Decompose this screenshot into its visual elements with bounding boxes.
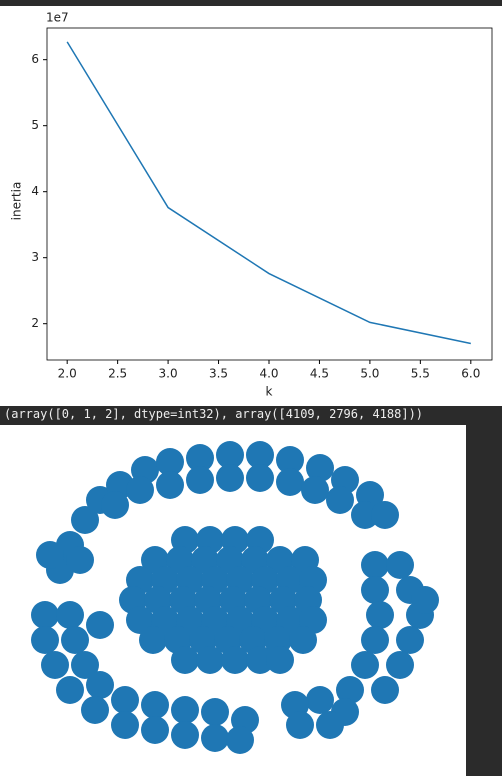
scatter-point bbox=[61, 626, 89, 654]
axes-frame bbox=[46, 27, 493, 361]
scatter-point bbox=[196, 646, 224, 674]
x-tick-label: 3.0 bbox=[159, 367, 178, 381]
scatter-point bbox=[276, 468, 304, 496]
y-tick-label: 6 bbox=[31, 52, 39, 66]
scatter-point bbox=[71, 506, 99, 534]
scatter-point bbox=[246, 646, 274, 674]
line-series bbox=[66, 41, 471, 345]
scatter-point bbox=[66, 546, 94, 574]
x-tick-label: 2.0 bbox=[58, 367, 77, 381]
scatter-point bbox=[306, 454, 334, 482]
scatter-point bbox=[396, 626, 424, 654]
scatter-point bbox=[316, 711, 344, 739]
output-text: (array([0, 1, 2], dtype=int32), array([4… bbox=[4, 407, 424, 421]
y-tick-label: 3 bbox=[31, 250, 39, 264]
scatter-point bbox=[171, 696, 199, 724]
scatter-point bbox=[56, 601, 84, 629]
scatter-point bbox=[216, 441, 244, 469]
scatter-point bbox=[86, 611, 114, 639]
scatter-point bbox=[386, 651, 414, 679]
scatter-point bbox=[361, 576, 389, 604]
scatter-point bbox=[126, 606, 154, 634]
x-tick-label: 6.0 bbox=[461, 367, 480, 381]
scatter-point bbox=[201, 698, 229, 726]
line-chart: 1e7 k inertia 2.0 2.5 3.0 3.5 4.0 4.5 5.0 5.5 6.… bbox=[0, 6, 502, 406]
scatter-point bbox=[141, 691, 169, 719]
scatter-point bbox=[101, 491, 129, 519]
offset-text: 1e7 bbox=[46, 11, 69, 25]
scatter-point bbox=[126, 476, 154, 504]
scatter-point bbox=[71, 651, 99, 679]
y-tick-label: 4 bbox=[31, 184, 39, 198]
scatter-point bbox=[361, 626, 389, 654]
scatter-point bbox=[41, 651, 69, 679]
scatter-point bbox=[81, 696, 109, 724]
x-tick-label: 3.5 bbox=[209, 367, 228, 381]
scatter-point bbox=[141, 716, 169, 744]
scatter-point bbox=[366, 601, 394, 629]
scatter-point bbox=[326, 486, 354, 514]
scatter-point bbox=[36, 541, 64, 569]
scatter-point bbox=[361, 551, 389, 579]
scatter-point bbox=[371, 676, 399, 704]
y-axis-label: inertia bbox=[10, 182, 24, 221]
x-tick-label: 5.0 bbox=[360, 367, 379, 381]
scatter-point bbox=[371, 501, 399, 529]
scatter-point bbox=[56, 676, 84, 704]
scatter-point bbox=[186, 466, 214, 494]
scatter-point bbox=[351, 651, 379, 679]
scatter-point bbox=[286, 711, 314, 739]
scatter-point bbox=[156, 448, 184, 476]
y-tick-label: 2 bbox=[31, 316, 39, 330]
scatter-point bbox=[111, 686, 139, 714]
scatter-point bbox=[216, 464, 244, 492]
x-tick-label: 4.5 bbox=[310, 367, 329, 381]
scatter-point bbox=[171, 646, 199, 674]
scatter-point bbox=[276, 446, 304, 474]
x-axis-label: k bbox=[266, 385, 273, 399]
scatter-point bbox=[289, 626, 317, 654]
scatter-point bbox=[246, 464, 274, 492]
scatter-point bbox=[246, 441, 274, 469]
scatter-point bbox=[221, 646, 249, 674]
scatter-point bbox=[156, 471, 184, 499]
scatter-point bbox=[86, 671, 114, 699]
scatter-point bbox=[31, 601, 59, 629]
scatter-point bbox=[201, 724, 229, 752]
scatter-point bbox=[306, 686, 334, 714]
x-tick-label: 2.5 bbox=[108, 367, 127, 381]
scatter-point bbox=[336, 676, 364, 704]
scatter-point bbox=[171, 721, 199, 749]
scatter-chart bbox=[0, 425, 466, 776]
scatter-point bbox=[111, 711, 139, 739]
scatter-point bbox=[351, 501, 379, 529]
scatter-point bbox=[301, 476, 329, 504]
y-tick-label: 5 bbox=[31, 118, 39, 132]
scatter-point bbox=[266, 646, 294, 674]
scatter-point bbox=[386, 551, 414, 579]
scatter-point bbox=[186, 444, 214, 472]
scatter-point bbox=[31, 626, 59, 654]
scatter-point bbox=[411, 586, 439, 614]
x-tick-label: 5.5 bbox=[411, 367, 430, 381]
scatter-point bbox=[226, 726, 254, 754]
scatter-point bbox=[139, 626, 167, 654]
x-tick-label: 4.0 bbox=[259, 367, 278, 381]
